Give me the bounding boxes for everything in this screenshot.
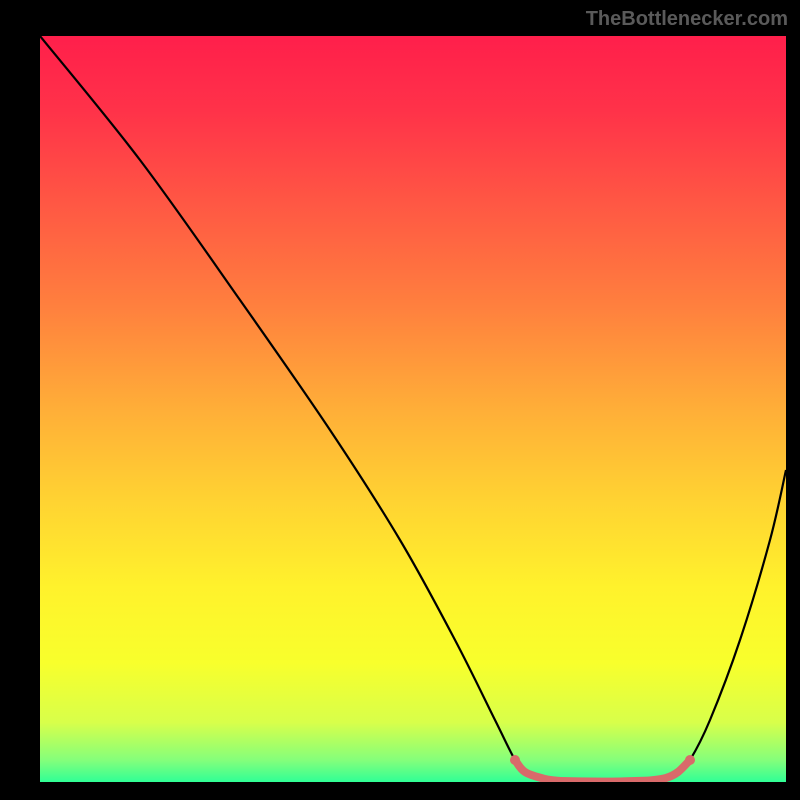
optimal-range-endpoint-right [685, 755, 695, 765]
chart-svg [0, 0, 800, 800]
attribution-label: TheBottlenecker.com [586, 8, 788, 31]
optimal-range-endpoint-left [510, 755, 520, 765]
optimal-range-middle [560, 781, 650, 782]
gradient-area [40, 36, 786, 782]
bottleneck-chart: TheBottlenecker.com [0, 0, 800, 800]
